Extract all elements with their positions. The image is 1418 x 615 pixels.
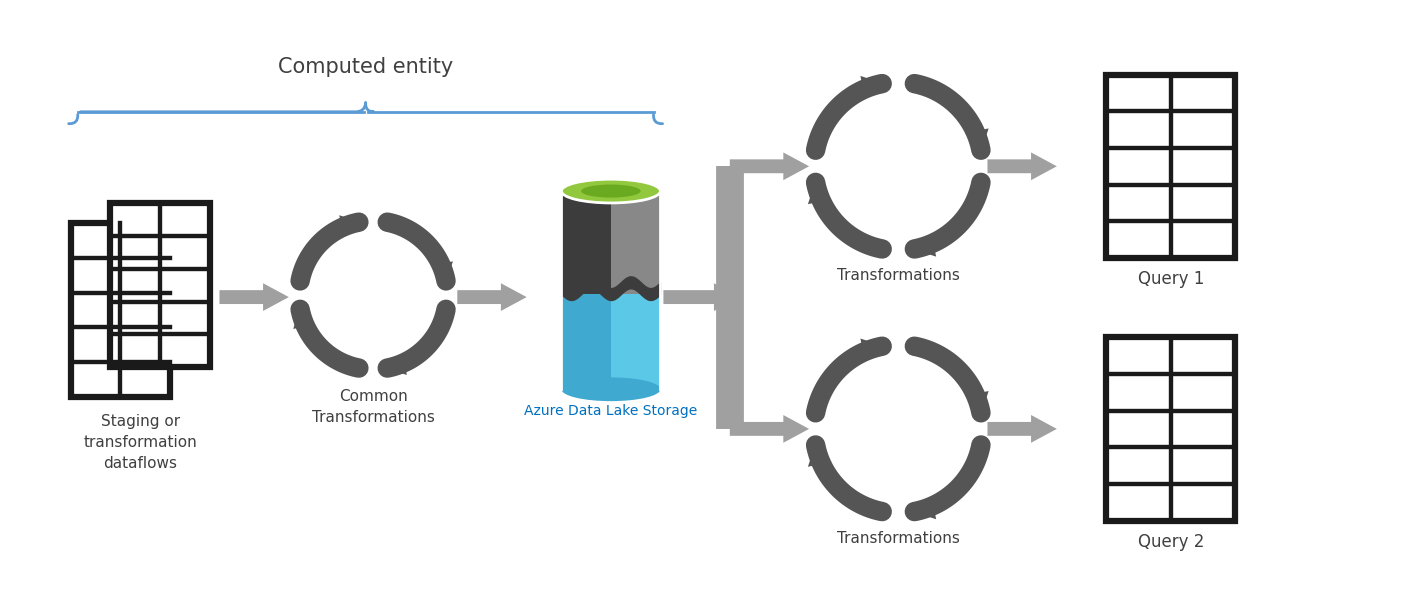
- Bar: [611, 294, 661, 389]
- Polygon shape: [730, 415, 810, 443]
- Polygon shape: [987, 153, 1056, 180]
- Bar: [71, 223, 170, 397]
- Polygon shape: [966, 391, 988, 414]
- Bar: [562, 294, 611, 389]
- Polygon shape: [808, 181, 831, 204]
- Polygon shape: [808, 444, 831, 467]
- Polygon shape: [386, 354, 407, 375]
- Text: Query 1: Query 1: [1137, 271, 1204, 288]
- Polygon shape: [966, 129, 988, 151]
- Polygon shape: [913, 233, 936, 256]
- Polygon shape: [730, 153, 810, 180]
- Bar: [1106, 337, 1235, 520]
- FancyBboxPatch shape: [562, 191, 611, 389]
- Ellipse shape: [581, 184, 641, 197]
- Text: Computed entity: Computed entity: [278, 57, 454, 77]
- Polygon shape: [861, 76, 883, 99]
- Polygon shape: [457, 284, 526, 311]
- Text: Common
Transformations: Common Transformations: [312, 389, 434, 425]
- FancyBboxPatch shape: [611, 191, 661, 389]
- Bar: [111, 204, 210, 367]
- Text: Staging or
transformation
dataflows: Staging or transformation dataflows: [84, 414, 197, 471]
- Polygon shape: [294, 308, 315, 329]
- Ellipse shape: [562, 179, 661, 203]
- Polygon shape: [913, 496, 936, 519]
- Polygon shape: [861, 338, 883, 362]
- Polygon shape: [432, 261, 452, 282]
- Polygon shape: [220, 284, 289, 311]
- Polygon shape: [987, 415, 1056, 443]
- Ellipse shape: [562, 378, 661, 401]
- Text: Query 2: Query 2: [1137, 533, 1204, 551]
- Bar: [1106, 74, 1235, 258]
- Text: Transformations: Transformations: [837, 268, 960, 284]
- Polygon shape: [339, 215, 360, 236]
- Polygon shape: [664, 284, 740, 311]
- Text: Azure Data Lake Storage: Azure Data Lake Storage: [525, 404, 698, 418]
- Text: Transformations: Transformations: [837, 531, 960, 546]
